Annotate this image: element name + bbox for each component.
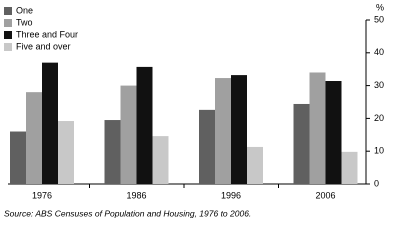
y-axis-label: % [376, 2, 384, 12]
y-tick-label: 20 [374, 113, 384, 123]
bar [247, 146, 263, 184]
legend-swatch [4, 7, 12, 15]
x-tick-label: 1976 [32, 190, 52, 200]
bar [10, 131, 26, 184]
legend-label: Two [16, 17, 33, 27]
legend-swatch [4, 31, 12, 39]
x-tick-label: 1986 [126, 190, 146, 200]
legend-swatch [4, 19, 12, 27]
y-tick-label: 10 [374, 146, 384, 156]
bar [136, 66, 153, 184]
x-tick-label: 2006 [315, 190, 335, 200]
y-tick-label: 0 [374, 178, 379, 188]
x-tick-label: 1996 [221, 190, 241, 200]
y-tick-label: 40 [374, 47, 384, 57]
bar [26, 92, 42, 184]
legend-label: Five and over [16, 41, 71, 51]
legend-label: One [16, 5, 33, 15]
y-tick-label: 50 [374, 14, 384, 24]
legend-label: Three and Four [16, 29, 78, 39]
bar [215, 78, 231, 184]
bar [341, 151, 358, 184]
bar [325, 81, 342, 184]
bar [152, 136, 169, 184]
bar [309, 72, 326, 184]
bar [199, 109, 215, 184]
bar [293, 103, 310, 184]
bar [231, 75, 247, 184]
legend-swatch [4, 43, 12, 51]
bar [42, 62, 58, 184]
chart: % Source: ABS Censuses of Population and… [4, 2, 384, 218]
bar [104, 120, 121, 184]
bar [58, 121, 74, 184]
y-tick-label: 30 [374, 80, 384, 90]
bar [120, 85, 137, 184]
source-note: Source: ABS Censuses of Population and H… [4, 208, 251, 218]
